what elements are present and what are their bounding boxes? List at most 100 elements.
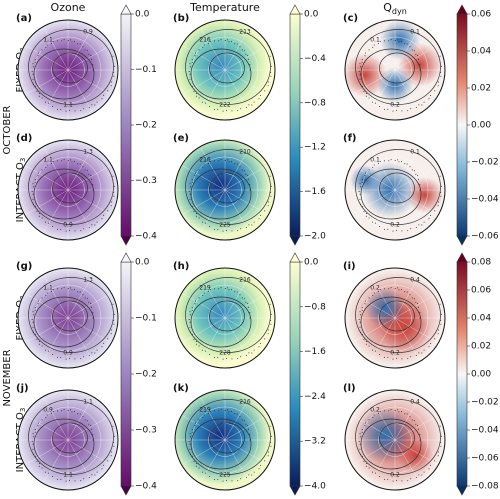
stipple xyxy=(111,329,113,331)
stipple xyxy=(270,75,272,77)
stipple xyxy=(231,480,233,482)
contour xyxy=(28,277,114,353)
stipple xyxy=(191,307,193,309)
stipple xyxy=(379,106,381,108)
stipple xyxy=(438,81,440,83)
stipple xyxy=(234,163,236,165)
stipple xyxy=(404,163,406,165)
stipple xyxy=(34,309,36,311)
stipple xyxy=(372,294,374,296)
stipple xyxy=(189,443,191,445)
qdyn-anomaly xyxy=(397,437,433,473)
stipple xyxy=(359,433,361,435)
stipple xyxy=(377,42,379,44)
stipple xyxy=(430,464,432,466)
stipple xyxy=(96,349,98,351)
stipple xyxy=(195,343,197,345)
contour-label: 0.2 xyxy=(390,222,400,229)
colorbar xyxy=(289,13,301,237)
stipple xyxy=(214,288,216,290)
stipple xyxy=(359,436,361,438)
meridian xyxy=(24,164,112,216)
stipple xyxy=(371,471,373,473)
stipple xyxy=(52,160,54,162)
stipple xyxy=(92,312,94,314)
contour xyxy=(33,48,95,100)
stipple xyxy=(419,189,421,191)
stipple xyxy=(86,298,88,300)
stipple xyxy=(213,228,215,230)
stipple xyxy=(438,201,440,203)
stipple xyxy=(359,321,361,323)
map-border xyxy=(344,139,446,241)
polar-map xyxy=(174,389,276,491)
stipple xyxy=(240,228,242,230)
stipple xyxy=(195,463,197,465)
stipple xyxy=(218,40,220,42)
stipple xyxy=(32,203,34,205)
stipple xyxy=(404,43,406,45)
stipple xyxy=(239,416,241,418)
colorbar-tick-label: −0.04 xyxy=(471,426,499,436)
stipple xyxy=(440,445,442,447)
contour-label: 1.1 xyxy=(63,102,73,109)
stipple xyxy=(241,169,243,171)
stipple xyxy=(207,412,209,414)
stipple xyxy=(440,75,442,77)
stipple xyxy=(67,288,69,290)
month-label: OCTOBER xyxy=(2,105,13,154)
stipple xyxy=(50,42,52,44)
stipple xyxy=(411,419,413,421)
colorbar-extend xyxy=(120,485,132,496)
stipple xyxy=(34,59,36,61)
stipple xyxy=(423,349,425,351)
stipple xyxy=(359,83,361,85)
stipple xyxy=(207,162,209,164)
stipple xyxy=(94,352,96,354)
colorbar-extend xyxy=(120,235,132,246)
stipple xyxy=(379,354,381,356)
stipple xyxy=(209,106,211,108)
colorbar xyxy=(120,13,132,237)
stipple xyxy=(227,287,229,289)
stipple xyxy=(188,190,190,192)
stipple xyxy=(397,287,399,289)
stipple xyxy=(371,101,373,103)
stipple xyxy=(61,160,63,162)
stipple xyxy=(70,39,72,41)
stipple xyxy=(361,431,363,433)
stipple xyxy=(359,203,361,205)
panel-label: (h) xyxy=(173,261,189,272)
colorbar-extend xyxy=(456,252,468,263)
stipple xyxy=(52,410,54,412)
polar-map xyxy=(344,139,446,241)
stipple xyxy=(437,205,439,207)
contour-label: 0.2 xyxy=(370,285,380,292)
stipple xyxy=(365,95,367,97)
stipple xyxy=(249,434,251,436)
stipple xyxy=(220,159,222,161)
stipple xyxy=(248,104,250,106)
stipple xyxy=(201,471,203,473)
stipple xyxy=(379,226,381,228)
stipple xyxy=(84,297,86,299)
stipple xyxy=(38,300,40,302)
stipple xyxy=(202,416,204,418)
contour xyxy=(379,52,415,84)
stipple xyxy=(202,294,204,296)
stipple xyxy=(194,425,196,427)
panel-label: (b) xyxy=(173,13,189,24)
stipple xyxy=(417,303,419,305)
contour-label: 0.1 xyxy=(410,29,420,36)
contour-label: 1.1 xyxy=(43,157,53,164)
stipple xyxy=(423,101,425,103)
stipple xyxy=(68,229,70,231)
stipple xyxy=(57,410,59,412)
stipple xyxy=(264,90,266,92)
stipple xyxy=(245,354,247,356)
panel-label: (d) xyxy=(16,133,32,144)
stipple xyxy=(231,230,233,232)
stipple xyxy=(56,228,58,230)
stipple xyxy=(245,301,247,303)
